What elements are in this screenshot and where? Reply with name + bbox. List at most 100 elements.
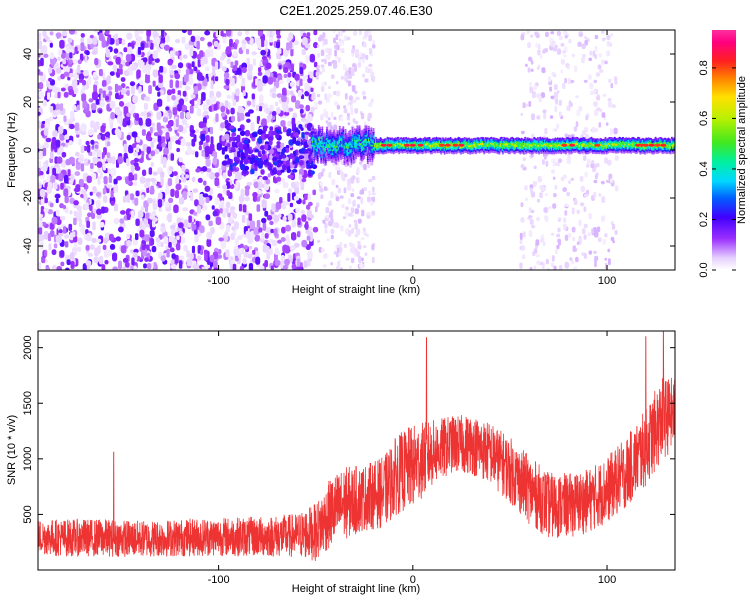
spectrogram-cell [327,93,333,99]
spectrogram-cell [166,94,171,102]
spectrogram-cell [184,85,191,91]
spectrogram-cell [615,185,619,192]
spectrogram-cell [594,260,597,267]
spectrogram-cell [77,64,81,74]
spectrogram-cell [57,91,61,99]
spectrogram-cell [336,244,341,248]
spectrogram-cell [220,105,226,113]
spectrogram-cell [347,229,352,237]
spectrogram-cell [366,211,371,216]
spectrogram-cell [535,216,541,222]
spectrogram-cell [63,234,70,239]
spectrogram-cell [260,49,266,56]
spectrogram-cell [535,42,539,48]
spectrogram-cell [72,104,77,111]
spectrogram-cell [63,226,67,234]
spectrogram-cell [351,85,356,92]
spectrogram-cell [140,194,145,200]
spectrogram-cell [346,183,352,191]
spectrogram-cell [146,146,151,154]
spectrogram-cell [609,128,614,136]
spectrogram-cell [110,200,115,206]
spectrogram-cell [555,98,558,105]
spectrogram-cell [123,69,130,77]
spectrogram-cell [550,232,555,236]
spectrogram-cell [582,53,586,58]
spectrogram-cell [274,101,279,107]
spectrogram-cell [301,239,308,248]
spectrogram-cell [321,128,324,131]
spectrogram-cell [363,245,367,249]
spectrogram-cell [196,53,202,60]
spectrogram-cell [125,262,130,268]
spectrogram-cell [553,91,559,99]
spectrogram-cell [251,101,256,108]
spectrogram-cell [243,251,249,258]
spectrogram-cell [597,237,602,243]
spectrogram-cell [49,42,53,48]
spectrogram-cell [358,125,361,128]
spectrogram-cell [102,244,107,250]
spectrogram-cell [134,157,140,163]
spectrogram-cell [61,151,67,158]
spectrogram-cell [51,249,57,256]
spectrogram-cell [92,156,97,165]
spectrogram-cell [102,164,106,171]
spectrogram-cell [56,109,61,115]
spectrogram-cell [267,76,274,85]
spectrogram-cell [555,248,558,255]
spectrogram-cell [274,188,280,194]
spectrogram-cell [587,232,592,237]
spectrogram-cell [575,95,580,99]
spectrogram-cell [115,92,120,100]
spectrogram-cell [262,75,268,84]
spectrogram-cell [105,30,110,35]
spectrogram-cell [313,162,316,165]
spectrogram-cell [289,255,293,263]
spectrogram-cell [177,124,184,133]
spectrogram-cell [62,59,67,65]
spectrogram-cell [117,156,123,165]
spectrogram-cell [360,237,365,241]
spectrogram-cell [305,228,310,234]
spectrogram-cell [593,191,597,199]
spectrogram-cell [49,31,54,36]
spectrogram-cell [232,165,236,170]
spectrogram-cell [351,227,355,234]
spectrogram-cell [545,258,549,265]
spectrogram-cell [564,204,570,207]
spectrogram-cell [519,262,523,269]
spectrogram-cell [38,69,41,76]
spectrogram-cell [42,99,47,107]
spectrogram-cell [346,112,350,117]
spectrogram-cell [80,42,85,52]
spectrogram-cell [569,79,575,84]
spectrogram-cell [225,46,232,55]
spectrogram-cell [533,84,538,91]
spectrogram-cell [253,181,259,189]
spectrogram-cell [288,155,295,159]
spectrogram-cell [318,126,322,129]
spectrogram-cell [84,202,89,210]
spectrogram-cell [544,215,549,223]
spectrogram-cell [587,74,592,80]
spectrogram-cell [366,160,369,163]
spectrogram-cell [214,197,220,205]
spectrogram-cell [129,81,136,87]
spectrogram-cell [206,238,212,247]
spectrogram-cell [320,171,324,177]
spectrogram-cell [372,154,375,157]
spectrogram-cell [198,197,205,206]
spectrogram-cell [261,118,267,127]
spectrogram-cell [65,267,70,270]
spectrogram-cell [220,122,226,129]
spectrogram-cell [163,44,170,51]
spectrogram-cell [306,32,311,37]
spectrogram-cell [581,228,586,235]
spectrogram-cell [62,205,66,210]
spectrogram-cell [244,196,251,202]
spectrogram-cell [99,171,103,179]
spectrogram-cell [224,100,229,108]
spectrogram-cell [372,131,375,134]
spectrogram-cell [48,77,53,82]
